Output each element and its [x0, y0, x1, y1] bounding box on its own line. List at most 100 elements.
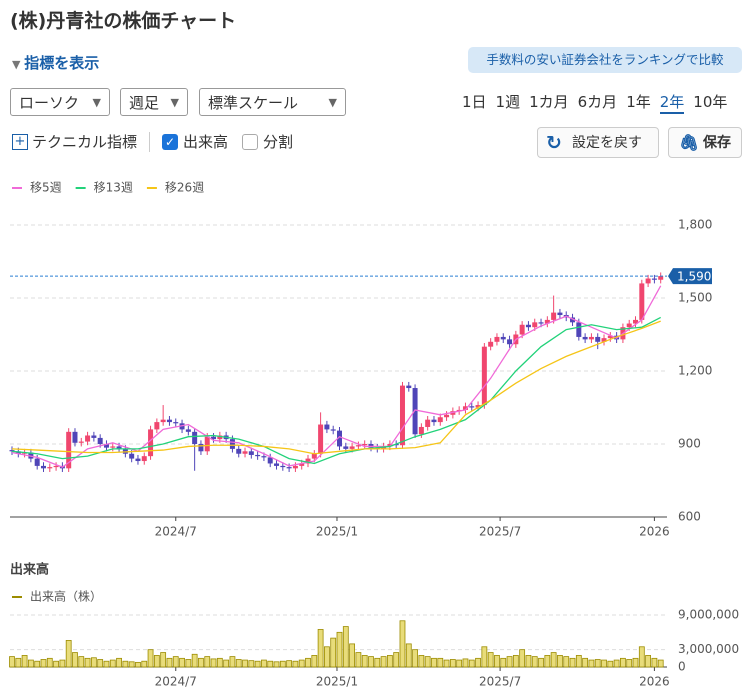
volume-bar: [601, 659, 607, 668]
technical-row: + テクニカル指標 ✓ 出来高 分割: [12, 131, 293, 152]
volume-bar: [638, 646, 645, 668]
candle-body: [192, 431, 198, 444]
period-tab[interactable]: 10年: [693, 93, 728, 111]
checkbox-label: 分割: [263, 133, 294, 151]
candle-body: [475, 405, 481, 408]
candle-body: [544, 319, 550, 324]
candle-body: [292, 465, 298, 469]
candle-body: [462, 406, 468, 410]
moving-average-line: [11, 316, 661, 465]
candle-body: [34, 458, 40, 466]
period-tab[interactable]: 1カ月: [529, 93, 569, 111]
candle-body: [343, 446, 349, 449]
candle-body: [305, 458, 311, 464]
chart-type-select[interactable]: ローソク: [10, 88, 110, 117]
volume-bar: [53, 660, 59, 668]
scale-select[interactable]: 標準スケール: [199, 88, 346, 117]
candle-body: [355, 445, 361, 447]
y-tick-label: 1,800: [678, 218, 712, 232]
page-title: (株)丹青社の株価チャート: [10, 10, 237, 32]
candle-body: [519, 324, 525, 335]
volume-bar: [109, 659, 116, 668]
indicator-toggle[interactable]: ▼ 指標を表示: [12, 54, 100, 72]
period-tab[interactable]: 6カ月: [577, 93, 618, 111]
volume-bar: [544, 655, 551, 668]
candle-body: [217, 435, 223, 440]
candle-body: [601, 338, 607, 342]
interval-select[interactable]: 週足: [120, 88, 188, 117]
volume-bar: [292, 660, 299, 668]
checkbox[interactable]: ✓: [162, 133, 179, 150]
candle-body: [437, 417, 443, 423]
candle-body: [255, 454, 261, 457]
volume-bar: [512, 655, 519, 668]
candle-body: [148, 429, 154, 457]
volume-bar: [273, 661, 280, 668]
volume-bar: [84, 657, 91, 668]
volume-bar: [27, 659, 34, 668]
candle-body: [141, 456, 147, 462]
candle-body: [337, 430, 342, 447]
volume-bar: [317, 629, 324, 668]
volume-bar: [9, 656, 15, 668]
candle-body: [387, 444, 393, 447]
candle-body: [324, 424, 330, 430]
volume-bar: [569, 657, 576, 668]
volume-bar: [443, 659, 450, 668]
period-tab[interactable]: 1年: [626, 93, 651, 111]
volume-bar: [298, 659, 305, 668]
volume-bar: [582, 657, 589, 668]
candle-body: [261, 456, 267, 458]
candle-body: [154, 422, 160, 430]
checkbox-item[interactable]: 分割: [242, 131, 293, 152]
candle-body: [311, 453, 317, 459]
volume-bar: [399, 620, 406, 668]
legend-label: 出来高（株）: [30, 589, 102, 604]
volume-bar: [135, 661, 141, 668]
technical-label[interactable]: テクニカル指標: [32, 133, 138, 151]
candle-body: [481, 346, 487, 406]
volume-bar: [330, 637, 337, 668]
period-tab[interactable]: 1週: [495, 93, 521, 111]
x-tick-label: 2025/7: [479, 525, 521, 539]
plus-icon[interactable]: +: [12, 133, 28, 150]
volume-bar: [349, 643, 355, 668]
volume-title: 出来高: [10, 562, 49, 578]
candle-body: [500, 336, 506, 340]
volume-bar: [449, 659, 456, 668]
volume-bar: [267, 660, 274, 668]
volume-bar: [185, 659, 192, 668]
volume-bar: [632, 657, 639, 668]
volume-bar: [424, 656, 431, 668]
save-button[interactable]: 🖇 保存: [668, 127, 742, 158]
legend-label: 移5週: [30, 181, 62, 195]
checkbox[interactable]: [242, 133, 259, 150]
volume-bar: [336, 631, 343, 668]
volume-bar: [179, 657, 185, 668]
candle-body: [72, 431, 78, 443]
candle-body: [469, 406, 475, 408]
period-tab[interactable]: 1日: [462, 93, 487, 111]
volume-bar: [286, 660, 293, 668]
candle-body: [173, 422, 179, 424]
candle-body: [47, 467, 53, 469]
candle-body: [412, 388, 418, 435]
reset-button[interactable]: ↻ 設定を戻す: [537, 127, 659, 158]
ranking-button[interactable]: 手数料の安い証券会社をランキングで比較: [468, 47, 742, 73]
volume-bar: [531, 656, 538, 668]
volume-bar: [242, 659, 248, 668]
checkbox-item[interactable]: ✓ 出来高: [162, 131, 228, 152]
volume-bar: [487, 652, 494, 668]
volume-bar: [342, 626, 349, 668]
candle-body: [280, 465, 286, 468]
candle-body: [318, 424, 324, 454]
candle-body: [626, 323, 632, 328]
volume-bar: [431, 657, 437, 668]
volume-bar: [59, 659, 66, 668]
last-price-tag: [668, 268, 712, 285]
candle-body: [185, 429, 191, 432]
volume-bar: [645, 655, 652, 668]
period-tab[interactable]: 2年: [659, 91, 685, 114]
candle-body: [588, 336, 594, 340]
